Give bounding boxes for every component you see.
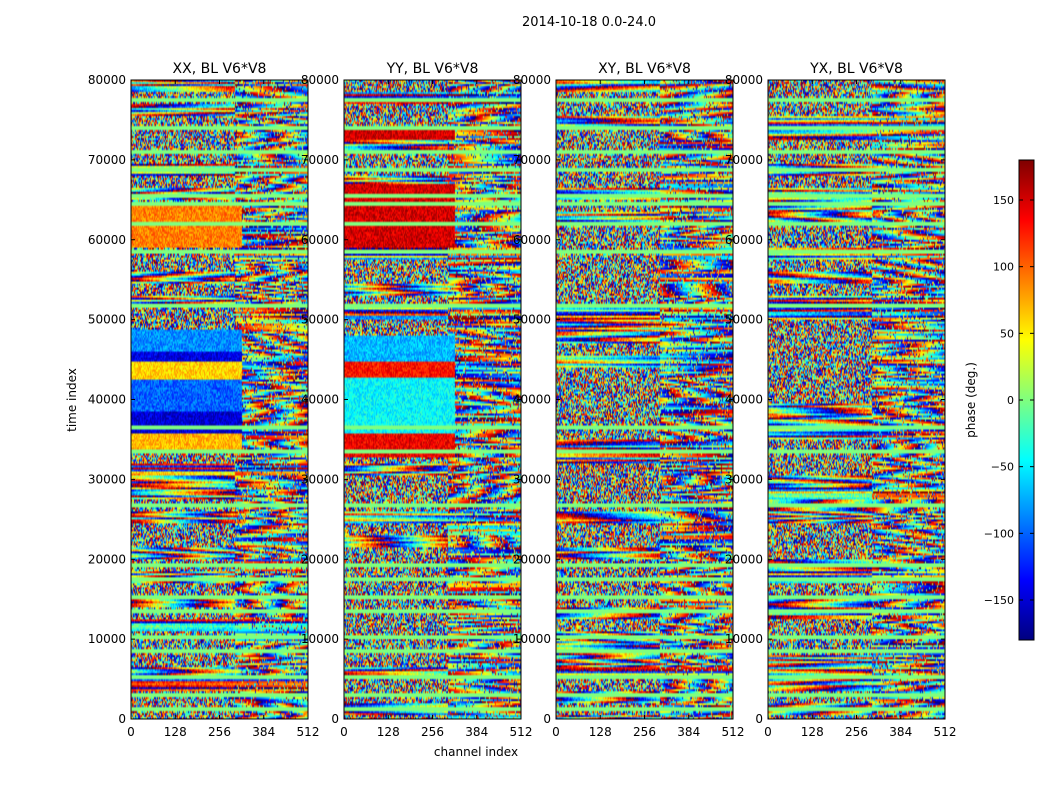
colorbar-tick-label: −50 — [991, 461, 1014, 474]
y-tick-label: 20000 — [513, 552, 551, 566]
y-tick-label: 60000 — [513, 233, 551, 247]
y-tick-label: 80000 — [88, 73, 126, 87]
y-axis-label: time index — [65, 368, 79, 432]
phase-heatmap-yy — [344, 80, 521, 719]
y-tick-label: 60000 — [301, 233, 339, 247]
panel-xx: XX, BL V6*V8 0 128 256 384 512 0 10000 20000 3000… — [88, 61, 320, 739]
x-tick-label: 512 — [934, 725, 957, 739]
y-tick-label: 20000 — [725, 552, 763, 566]
y-tick-label: 60000 — [725, 233, 763, 247]
x-tick-label: 512 — [722, 725, 745, 739]
x-tick-label: 256 — [421, 725, 444, 739]
y-tick-label: 50000 — [88, 313, 126, 327]
x-tick-label: 0 — [764, 725, 772, 739]
panel-yy: YY, BL V6*V8 0 128 256 384 512 0 10000 20000 3000… — [301, 61, 533, 739]
colorbar-tick-label: 50 — [1000, 327, 1014, 340]
y-tick-label: 40000 — [88, 393, 126, 407]
y-tick-label: 50000 — [725, 313, 763, 327]
phase-heatmap-xx — [131, 80, 308, 719]
y-tick-label: 40000 — [301, 393, 339, 407]
phase-heatmap-xy — [556, 80, 733, 719]
panel-yx: YX, BL V6*V8 0 128 256 384 512 0 10000 20000 3000… — [725, 61, 957, 739]
x-tick-label: 256 — [845, 725, 868, 739]
colorbar-tick-label: −150 — [984, 594, 1014, 607]
y-tick-label: 10000 — [301, 632, 339, 646]
panel-title-xx: XX, BL V6*V8 — [173, 61, 267, 77]
y-tick-label: 0 — [543, 712, 551, 726]
panel-title-yx: YX, BL V6*V8 — [809, 61, 903, 77]
y-tick-label: 50000 — [301, 313, 339, 327]
x-tick-label: 256 — [633, 725, 656, 739]
y-tick-label: 0 — [118, 712, 126, 726]
x-tick-label: 256 — [208, 725, 231, 739]
panel-title-xy: XY, BL V6*V8 — [598, 61, 691, 77]
y-tick-label: 10000 — [88, 632, 126, 646]
x-tick-label: 512 — [510, 725, 533, 739]
y-tick-label: 30000 — [88, 472, 126, 486]
x-tick-label: 384 — [889, 725, 912, 739]
colorbar-tick-label: 100 — [993, 261, 1014, 274]
x-tick-label: 128 — [164, 725, 187, 739]
panel-title-yy: YY, BL V6*V8 — [386, 61, 479, 77]
x-tick-label: 128 — [377, 725, 400, 739]
x-tick-label: 384 — [465, 725, 488, 739]
colorbar-tick-label: 0 — [1007, 394, 1014, 407]
colorbar-tick-label: 150 — [993, 194, 1014, 207]
y-tick-label: 80000 — [725, 73, 763, 87]
x-tick-label: 0 — [552, 725, 560, 739]
y-tick-label: 20000 — [301, 552, 339, 566]
y-tick-label: 80000 — [513, 73, 551, 87]
panel-xy: XY, BL V6*V8 0 128 256 384 512 0 10000 20000 3000… — [513, 61, 745, 739]
y-tick-label: 40000 — [513, 393, 551, 407]
y-tick-label: 80000 — [301, 73, 339, 87]
x-tick-label: 0 — [127, 725, 135, 739]
y-tick-label: 70000 — [88, 153, 126, 167]
x-tick-label: 512 — [297, 725, 320, 739]
x-axis-label: channel index — [434, 745, 518, 759]
y-tick-label: 40000 — [725, 393, 763, 407]
y-tick-label: 30000 — [513, 472, 551, 486]
x-tick-label: 384 — [677, 725, 700, 739]
y-tick-label: 20000 — [88, 552, 126, 566]
y-tick-label: 0 — [755, 712, 763, 726]
colorbar-label: phase (deg.) — [964, 362, 978, 438]
phase-heatmap-yx — [768, 80, 945, 719]
y-tick-label: 50000 — [513, 313, 551, 327]
y-tick-label: 0 — [331, 712, 339, 726]
y-tick-label: 10000 — [725, 632, 763, 646]
x-tick-label: 128 — [801, 725, 824, 739]
x-tick-label: 0 — [340, 725, 348, 739]
y-tick-label: 70000 — [513, 153, 551, 167]
y-tick-label: 30000 — [301, 472, 339, 486]
y-tick-label: 70000 — [301, 153, 339, 167]
x-tick-label: 384 — [252, 725, 275, 739]
y-tick-label: 30000 — [725, 472, 763, 486]
y-tick-label: 60000 — [88, 233, 126, 247]
colorbar: −150 −100 −50 0 50 100 150 — [984, 159, 1035, 641]
colorbar-tick-label: −100 — [984, 527, 1014, 540]
panels-group: XX, BL V6*V8 0 128 256 384 512 0 10000 20000 3000… — [88, 61, 957, 739]
y-tick-label: 70000 — [725, 153, 763, 167]
figure-suptitle: 2014-10-18 0.0-24.0 — [522, 15, 656, 30]
x-tick-label: 128 — [589, 725, 612, 739]
y-tick-label: 10000 — [513, 632, 551, 646]
